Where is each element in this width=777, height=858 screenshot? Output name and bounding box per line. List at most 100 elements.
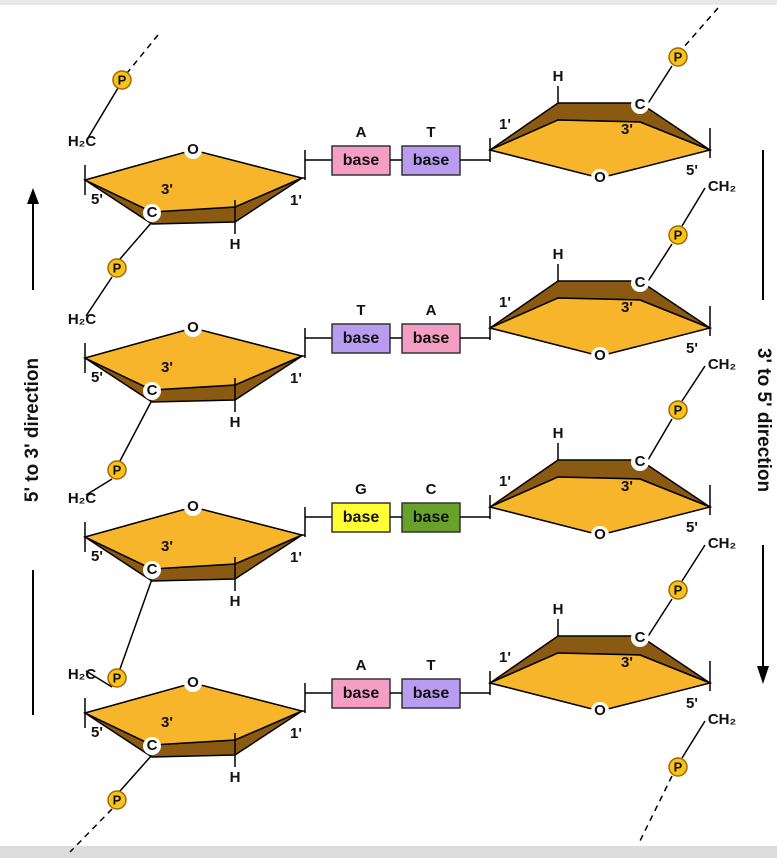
atom-label: 5': [91, 548, 103, 565]
atom-label: O: [187, 141, 199, 158]
phosphate: [107, 790, 127, 810]
base-letter: A: [356, 124, 367, 141]
phosphate: [107, 668, 127, 688]
group-label: CH₂: [708, 356, 736, 373]
sugar-ring: [487, 652, 713, 712]
direction-label: 3' to 5' direction: [753, 348, 774, 492]
atom-label: O: [594, 526, 606, 543]
atom-label: O: [594, 169, 606, 186]
bond: [119, 754, 153, 792]
atom-label: C: [147, 382, 158, 399]
phosphate-label: P: [113, 670, 122, 685]
atom-label: C: [635, 274, 646, 291]
bond: [681, 187, 706, 227]
sugar-ring: [487, 476, 713, 536]
phosphate-label: P: [118, 72, 127, 87]
phosphate: [112, 70, 132, 90]
atom-bg: [184, 674, 202, 692]
group-label: H₂C: [68, 666, 96, 683]
atom-bg: [631, 274, 649, 292]
atom-label: O: [187, 319, 199, 336]
base-box: [331, 145, 391, 176]
bond: [681, 544, 706, 582]
base-label: base: [343, 330, 380, 347]
bottom-strip: [0, 846, 777, 858]
base-letter: T: [356, 302, 365, 319]
base-label: base: [413, 330, 450, 347]
base-label: base: [343, 685, 380, 702]
atom-label: 3': [621, 478, 633, 495]
direction-label: 5' to 3' direction: [22, 358, 43, 502]
bond: [644, 243, 673, 287]
phosphate-label: P: [113, 260, 122, 275]
atom-label: C: [635, 629, 646, 646]
bond: [682, 7, 719, 49]
base-label: base: [343, 152, 380, 169]
atom-bg: [143, 561, 161, 579]
atom-label: 5': [91, 724, 103, 741]
bond: [85, 670, 113, 688]
base-label: base: [343, 509, 380, 526]
base-box: [331, 678, 391, 709]
base-label: base: [413, 509, 450, 526]
sugar-ring: [82, 327, 305, 391]
bond: [119, 399, 153, 462]
bond: [644, 598, 673, 642]
sugar-ring: [487, 119, 713, 179]
atom-label: H: [230, 236, 241, 253]
atom-label: 1': [499, 473, 511, 490]
group-label: CH₂: [708, 178, 736, 195]
sugar-ring: [82, 682, 305, 746]
bond: [85, 276, 113, 317]
base-box: [331, 323, 391, 354]
bond: [126, 34, 159, 74]
atom-label: 1': [499, 294, 511, 311]
base-box: [331, 502, 391, 533]
atom-label: O: [187, 674, 199, 691]
atom-bg: [143, 737, 161, 755]
atom-label: 5': [91, 369, 103, 386]
base-label: base: [413, 152, 450, 169]
atom-label: 1': [290, 192, 302, 209]
atom-label: H: [230, 769, 241, 786]
sugar-ring: [487, 297, 713, 357]
bond: [119, 221, 153, 260]
atom-label: 1': [290, 725, 302, 742]
atom-label: 3': [161, 359, 173, 376]
arrow-head: [27, 188, 39, 204]
group-label: CH₂: [708, 535, 736, 552]
atom-bg: [591, 526, 609, 544]
atom-label: C: [147, 737, 158, 754]
phosphate-label: P: [113, 462, 122, 477]
phosphate: [107, 258, 127, 278]
group-label: H₂C: [68, 311, 96, 328]
atom-label: 3': [161, 538, 173, 555]
atom-label: C: [635, 453, 646, 470]
atom-bg: [184, 141, 202, 159]
group-label: CH₂: [708, 711, 736, 728]
atom-bg: [631, 629, 649, 647]
atom-label: C: [147, 204, 158, 221]
top-strip: [0, 0, 777, 5]
phosphate: [668, 757, 688, 777]
atom-label: 5': [686, 162, 698, 179]
atom-bg: [184, 319, 202, 337]
phosphate: [107, 460, 127, 480]
sugar-ring: [82, 149, 305, 213]
atom-label: 3': [161, 714, 173, 731]
phosphate-label: P: [674, 402, 683, 417]
atom-label: 5': [686, 519, 698, 536]
atom-bg: [591, 347, 609, 365]
atom-label: H: [230, 414, 241, 431]
atom-label: 3': [621, 654, 633, 671]
phosphate-label: P: [674, 49, 683, 64]
bond: [69, 808, 113, 853]
phosphate-label: P: [113, 792, 122, 807]
atom-label: H: [230, 593, 241, 610]
atom-bg: [591, 702, 609, 720]
base-letter: T: [426, 657, 435, 674]
bond: [85, 478, 113, 496]
atom-bg: [631, 96, 649, 114]
atom-label: O: [594, 702, 606, 719]
